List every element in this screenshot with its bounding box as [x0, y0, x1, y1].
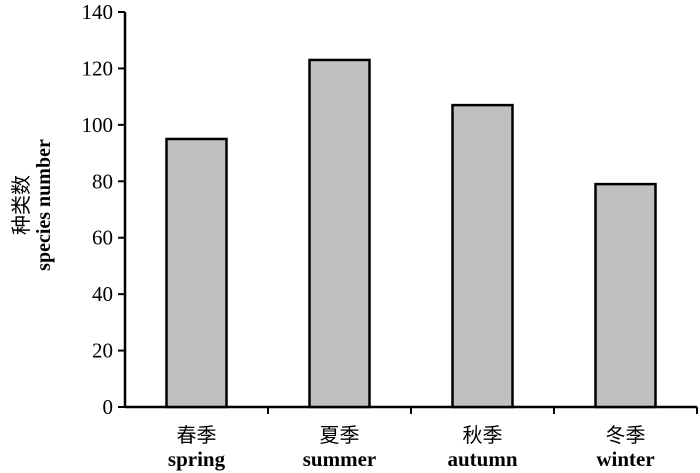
- y-tick-label: 140: [82, 0, 114, 24]
- x-tick-label-en: spring: [168, 447, 226, 471]
- y-axis-label-cn: 种类数: [9, 175, 33, 235]
- y-tick-label: 80: [92, 169, 113, 193]
- y-tick-label: 120: [82, 56, 114, 80]
- x-tick-label-en: autumn: [447, 447, 517, 471]
- bar-spring: [165, 137, 228, 409]
- x-tick-label-cn: 春季: [177, 423, 217, 447]
- bar-winter: [594, 182, 657, 409]
- y-tick-label: 0: [103, 395, 114, 419]
- x-tick-label-cn: 秋季: [463, 423, 503, 447]
- y-axis-label: 种类数 species number: [9, 139, 55, 271]
- y-tick-label: 60: [92, 226, 113, 250]
- y-tick-label: 100: [82, 113, 114, 137]
- x-tick-label-en: winter: [596, 447, 654, 471]
- bar-autumn: [451, 103, 514, 409]
- x-tick-label-cn: 夏季: [320, 423, 360, 447]
- bar-summer: [308, 58, 371, 409]
- y-axis-label-en: species number: [33, 139, 55, 271]
- y-tick-label: 20: [92, 339, 113, 363]
- y-tick-label: 40: [92, 282, 113, 306]
- x-tick-label-en: summer: [303, 447, 376, 471]
- x-tick-label-cn: 冬季: [606, 423, 646, 447]
